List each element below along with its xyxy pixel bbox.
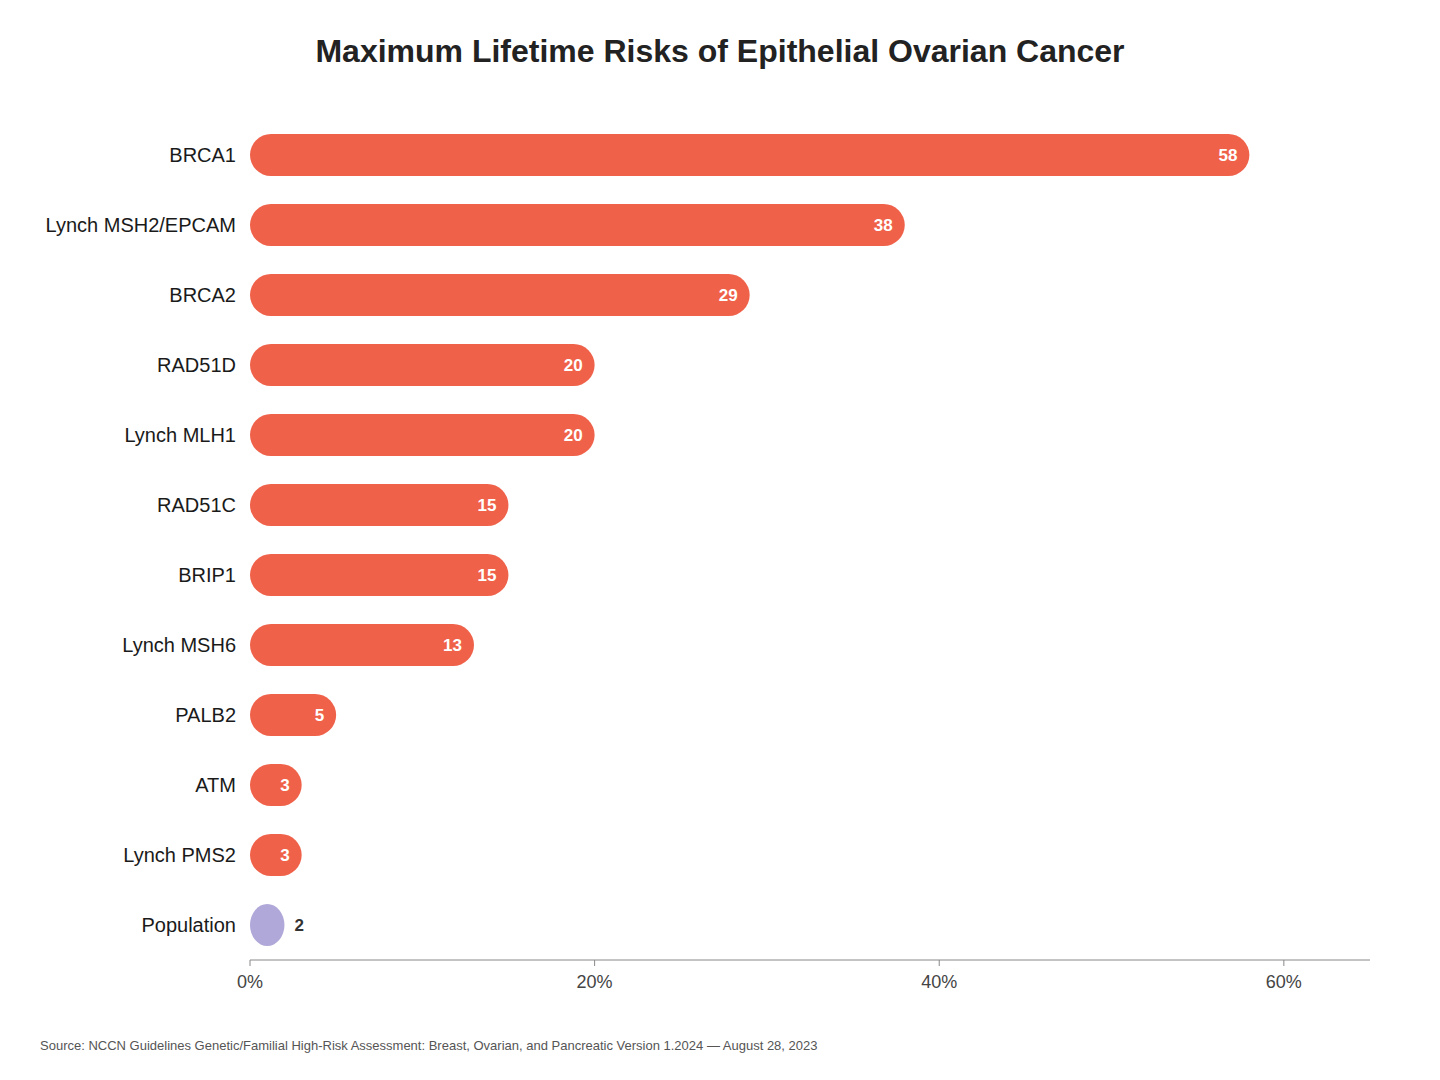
x-tick <box>594 960 595 966</box>
category-label: RAD51D <box>157 354 236 376</box>
bar <box>250 554 508 596</box>
x-tick-label: 0% <box>237 972 263 992</box>
data-label: 3 <box>280 776 289 795</box>
data-label: 29 <box>719 286 738 305</box>
source-note: Source: NCCN Guidelines Genetic/Familial… <box>40 1038 818 1053</box>
x-tick-label: 20% <box>577 972 613 992</box>
chart-container: Maximum Lifetime Risks of Epithelial Ova… <box>0 0 1440 1080</box>
data-label: 58 <box>1218 146 1237 165</box>
category-label: RAD51C <box>157 494 236 516</box>
title: Maximum Lifetime Risks of Epithelial Ova… <box>315 33 1124 69</box>
bar <box>250 204 905 246</box>
category-label: BRCA2 <box>169 284 236 306</box>
bars <box>250 134 1249 946</box>
data-label: 3 <box>280 846 289 865</box>
category-label: Lynch MLH1 <box>124 424 236 446</box>
bar <box>250 274 750 316</box>
category-label: Lynch MSH2/EPCAM <box>46 214 236 236</box>
bar <box>250 904 284 946</box>
chart-svg: Maximum Lifetime Risks of Epithelial Ova… <box>0 0 1440 1080</box>
category-label: Lynch MSH6 <box>122 634 236 656</box>
bar <box>250 484 508 526</box>
data-label: 38 <box>874 216 893 235</box>
category-label: PALB2 <box>175 704 236 726</box>
x-tick-label: 40% <box>921 972 957 992</box>
category-label: Population <box>141 914 236 936</box>
data-labels: 58 38 29 20 20 15 15 13 5 3 3 2 <box>280 146 1237 935</box>
bar <box>250 414 595 456</box>
category-label: BRIP1 <box>178 564 236 586</box>
data-label: 2 <box>294 916 303 935</box>
data-label: 20 <box>564 426 583 445</box>
x-tick <box>250 960 251 966</box>
bar <box>250 344 595 386</box>
x-tick <box>1283 960 1284 966</box>
x-tick <box>939 960 940 966</box>
data-label: 5 <box>315 706 324 725</box>
x-tick-label: 60% <box>1266 972 1302 992</box>
data-label: 15 <box>478 566 497 585</box>
x-axis-line <box>250 960 1370 961</box>
bar <box>250 624 474 666</box>
data-label: 13 <box>443 636 462 655</box>
category-label: Lynch PMS2 <box>123 844 236 866</box>
category-label: ATM <box>195 774 236 796</box>
bar <box>250 694 336 736</box>
data-label: 20 <box>564 356 583 375</box>
category-label: BRCA1 <box>169 144 236 166</box>
bar <box>250 834 302 876</box>
data-label: 15 <box>478 496 497 515</box>
bar <box>250 134 1249 176</box>
bar <box>250 764 302 806</box>
